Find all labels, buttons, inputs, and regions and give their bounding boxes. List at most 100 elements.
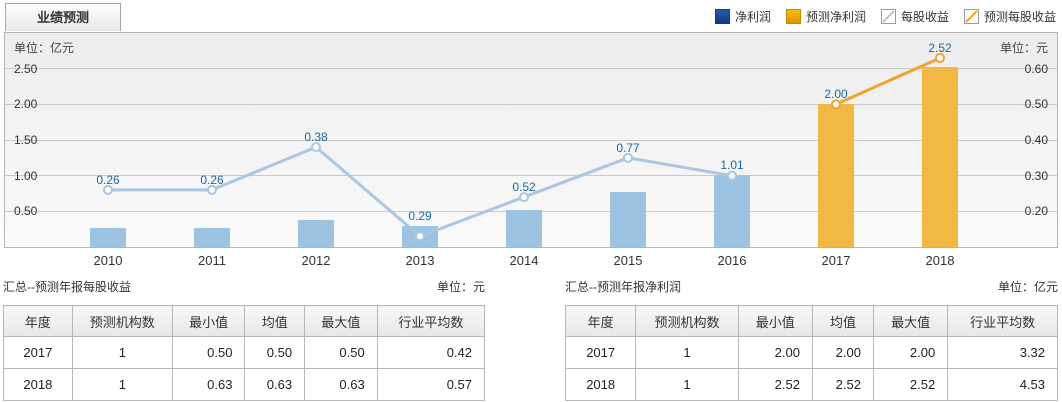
eps-forecast-table-section: 汇总--预测年报每股收益 单位：元 年度 预测机构数 最小值 均值 最大值 行业平均数 20… [3,276,486,401]
legend-item-forecast-eps: 预测每股收益 [963,8,1056,25]
column-header: 最大值 [872,305,949,337]
eps-table-title: 汇总--预测年报每股收益 [3,279,131,294]
right-axis-tick: 0.20 [1024,204,1048,219]
legend-item-net-profit: 净利润 [714,8,771,25]
eps-table-unit: 单位：元 [436,279,485,294]
table-cell: 1 [71,336,173,369]
table-cell: 0.50 [244,336,306,369]
table-header-row: 年度 预测机构数 最小值 均值 最大值 行业平均数 [3,305,486,337]
column-header: 均值 [244,305,306,337]
table-cell: 1 [635,368,739,401]
table-cell: 2017 [564,336,637,369]
gridline [5,68,1057,70]
column-header: 最小值 [171,305,246,337]
net-profit-bar [714,174,750,247]
column-header: 预测机构数 [635,305,739,337]
eps-marker [935,52,945,63]
x-axis-label: 2016 [717,253,747,268]
eps-line-swatch-icon [880,8,896,24]
gridline [5,139,1057,141]
eps-forecast-table: 年度 预测机构数 最小值 均值 最大值 行业平均数 2017 1 0.50 0.50 0.50 0.4… [3,305,486,401]
left-axis-unit: 单位：亿元 [14,41,75,55]
table-cell: 2.00 [811,336,874,369]
value-label: 0.77 [616,140,640,155]
table-cell: 2018 [564,368,637,401]
right-axis-tick: 0.30 [1024,168,1048,183]
table-row: 2018 1 0.63 0.63 0.63 0.57 [3,368,486,401]
net-profit-bar [298,219,334,247]
table-cell: 0.50 [304,336,378,369]
table-cell: 3.32 [947,336,1058,369]
net-profit-forecast-table-section: 汇总--预测年报净利润 单位：亿元 年度 预测机构数 最小值 均值 最大值 行业平均数 20… [564,276,1058,401]
left-axis-tick: 0.50 [14,204,38,219]
tab-performance-forecast[interactable]: 业绩预测 [5,3,121,31]
forecast-net-profit-swatch-icon [785,8,801,24]
table-cell: 2.00 [737,336,813,369]
chart-legend: 净利润 预测净利润 每股收益 预测每股收益 [714,0,1056,32]
x-axis-label: 2018 [925,253,955,268]
table-cell: 0.42 [376,336,486,369]
forecast-eps-line [835,56,941,106]
net-profit-bar [610,192,646,247]
right-axis-tick: 0.50 [1024,97,1048,112]
right-axis-tick: 0.60 [1024,61,1048,76]
value-label: 0.26 [200,172,224,187]
legend-label: 预测净利润 [805,9,866,24]
table-cell: 4.53 [947,368,1058,401]
table-cell: 0.63 [244,368,306,401]
column-header: 均值 [811,305,874,337]
table-cell: 2018 [3,368,73,401]
left-axis-tick: 2.00 [14,97,38,112]
forecast-chart: 单位：亿元 单位：元 2.50 0.60 2.00 0.50 1.50 0.40 1.00 0… [4,32,1058,248]
left-axis-tick: 2.50 [14,61,38,76]
x-axis-label: 2015 [613,253,643,268]
legend-label: 预测每股收益 [983,9,1056,24]
net-profit-table-title: 汇总--预测年报净利润 [565,279,681,294]
table-cell: 2017 [3,336,73,369]
column-header: 预测机构数 [71,305,173,337]
table-cell: 0.57 [376,368,486,401]
net-profit-swatch-icon [714,8,730,24]
table-cell: 1 [635,336,739,369]
legend-label: 净利润 [734,9,771,24]
x-axis-label: 2017 [821,253,851,268]
column-header: 最小值 [737,305,813,337]
table-cell: 2.52 [737,368,813,401]
net-profit-table-unit: 单位：亿元 [997,279,1058,294]
legend-label: 每股收益 [900,9,949,24]
column-header: 最大值 [304,305,378,337]
eps-marker [623,152,633,163]
table-row: 2018 1 2.52 2.52 2.52 4.53 [564,368,1058,401]
net-profit-bar [506,209,542,247]
eps-marker [519,192,529,203]
x-axis: 2010 2011 2012 2013 2014 2015 2016 2017 2018 [5,253,1057,271]
eps-lines [103,52,945,242]
table-row: 2017 1 2.00 2.00 2.00 3.32 [564,336,1058,369]
left-axis-tick: 1.50 [14,133,38,147]
column-header: 行业平均数 [947,305,1058,337]
table-cell: 0.63 [171,368,246,401]
eps-marker [207,184,217,195]
x-axis-label: 2010 [93,253,123,268]
forecast-net-profit-bar [818,104,854,247]
legend-item-eps: 每股收益 [880,8,949,25]
table-cell: 2.52 [872,368,949,401]
legend-item-forecast-net-profit: 预测净利润 [785,8,866,25]
eps-marker [103,184,113,195]
column-header: 行业平均数 [376,305,486,337]
right-axis-unit: 单位：元 [999,41,1048,55]
eps-marker [311,142,321,153]
left-axis-tick: 1.00 [14,168,38,183]
x-axis-label: 2014 [509,253,539,268]
header-bar: 业绩预测 净利润 预测净利润 每股收益 预测每股收益 [0,0,1062,32]
x-axis-label: 2011 [198,253,226,268]
table-cell: 2.52 [811,368,874,401]
chart-plot-area: 2.50 0.60 2.00 0.50 1.50 0.40 1.00 0.30 0.50 0.20… [5,33,1057,247]
net-profit-bar [194,228,230,247]
net-profit-forecast-table: 年度 预测机构数 最小值 均值 最大值 行业平均数 2017 1 2.00 2.00 2.00 3.3… [564,305,1058,401]
value-label: 0.52 [512,180,536,195]
gridline [5,103,1057,105]
table-header-row: 年度 预测机构数 最小值 均值 最大值 行业平均数 [564,305,1058,337]
column-header: 年度 [3,305,73,337]
forecast-eps-line-swatch-icon [963,8,979,24]
